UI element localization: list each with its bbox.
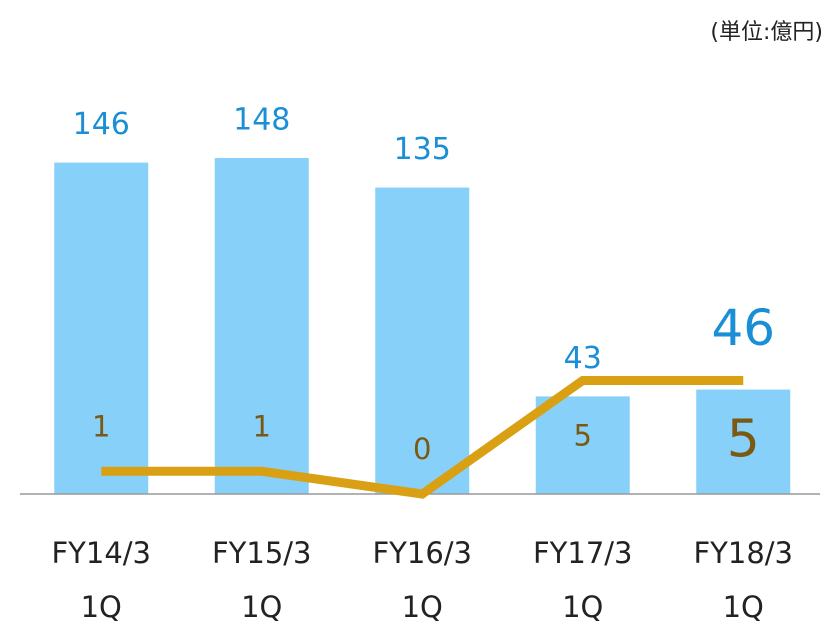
x-tick-label: FY14/3 1Q bbox=[51, 536, 152, 624]
line-value-label: 1 bbox=[92, 409, 110, 443]
bar bbox=[696, 389, 791, 494]
bar-value-label: 135 bbox=[394, 132, 451, 167]
unit-label: (単位:億円) bbox=[710, 20, 823, 45]
x-tick-label: FY16/3 1Q bbox=[372, 536, 473, 624]
bar-value-label: 146 bbox=[73, 107, 130, 142]
bar bbox=[535, 396, 630, 494]
x-tick-label: FY18/3 1Q bbox=[693, 536, 794, 624]
line-value-label: 1 bbox=[253, 409, 271, 443]
x-tick-label: FY17/3 1Q bbox=[532, 536, 633, 624]
bar-value-label: 43 bbox=[564, 341, 602, 376]
line-value-label: 5 bbox=[727, 410, 760, 470]
x-tick-label: FY15/3 1Q bbox=[211, 536, 312, 624]
line bbox=[101, 376, 744, 499]
bar bbox=[214, 158, 309, 495]
line-value-label: 0 bbox=[413, 432, 431, 466]
bar-value-label: 148 bbox=[233, 103, 290, 138]
line-value-label: 5 bbox=[574, 419, 592, 453]
bar bbox=[54, 162, 149, 494]
bar-value-label: 46 bbox=[711, 299, 775, 357]
bar bbox=[375, 187, 470, 495]
